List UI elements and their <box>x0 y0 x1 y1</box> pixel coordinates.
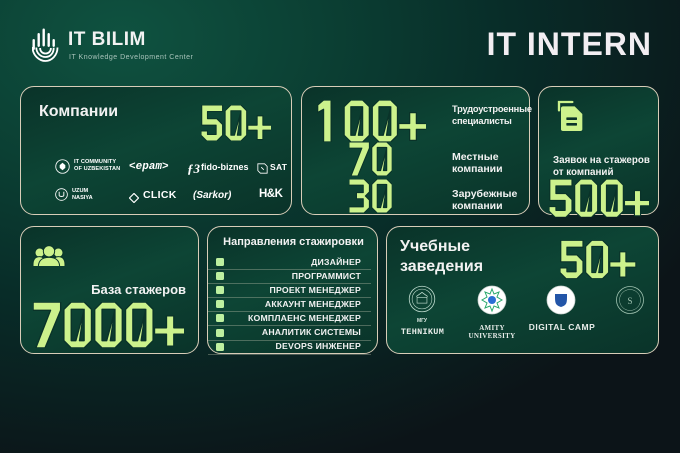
svg-text:S: S <box>627 296 632 306</box>
